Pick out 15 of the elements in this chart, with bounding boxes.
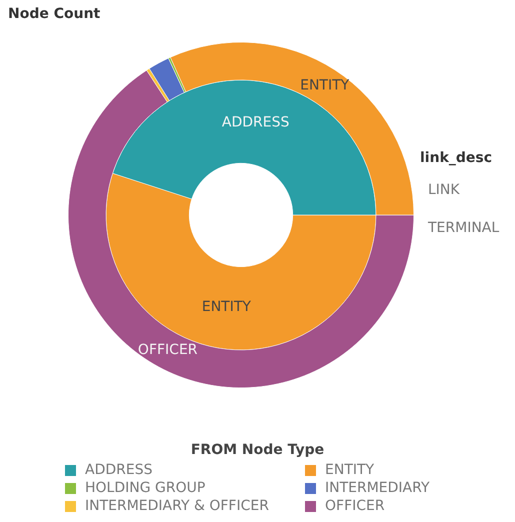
legend-label: ADDRESS [85,462,152,478]
legend-label: ENTITY [325,462,374,478]
chart-title: Node Count [8,6,100,22]
text: LINK [428,182,460,198]
legend-label: OFFICER [325,498,385,514]
text: TERMINAL [428,220,500,236]
slice-label: OFFICER [138,342,198,358]
legend-label: HOLDING GROUP [85,480,206,496]
category-label: ADDRESS [222,114,290,130]
legend-label: INTERMEDIARY & OFFICER [85,498,269,514]
text: link_desc [420,150,492,166]
legend-title: FROM Node Type [190,442,326,458]
legend-label: INTERMEDIARY [325,480,430,496]
slice-label: ENTITY [300,78,350,94]
category-label: ENTITY [202,298,251,315]
